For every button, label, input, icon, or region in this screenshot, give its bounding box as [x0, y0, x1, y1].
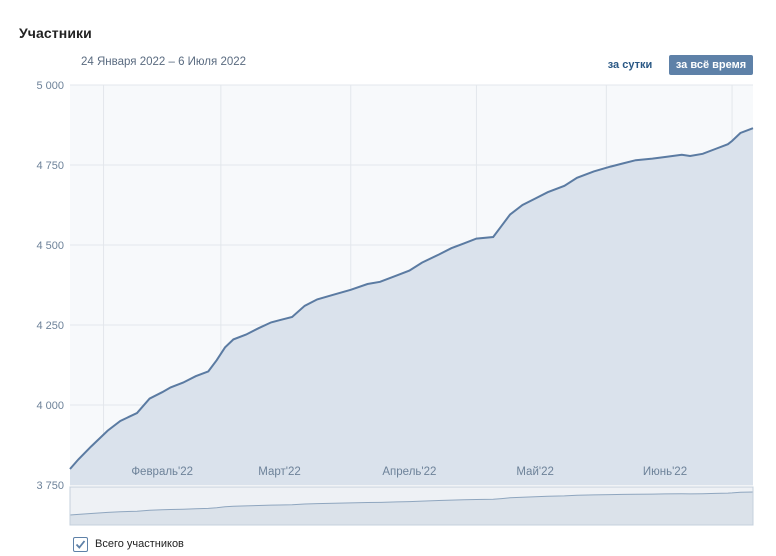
navigator-selection[interactable]	[69, 486, 754, 526]
x-tick-label: Февраль'22	[131, 466, 193, 478]
x-tick-label: Апрель'22	[382, 466, 436, 478]
legend-toggle[interactable]: Всего участников	[73, 536, 184, 552]
x-axis: Февраль'22 Март'22 Апрель'22 Май'22 Июнь'22	[131, 466, 687, 478]
per-day-button[interactable]: за сутки	[607, 59, 653, 71]
x-tick-label: Июнь'22	[643, 466, 687, 478]
navigator-line	[69, 491, 754, 516]
y-axis: 3 750 4 000 4 250 4 500 4 750 5 000	[36, 80, 64, 492]
legend-label: Всего участников	[95, 538, 184, 550]
y-tick-label: 5 000	[36, 80, 64, 92]
y-tick-label: 4 750	[36, 160, 64, 172]
y-tick-label: 4 500	[36, 240, 64, 252]
y-tick-label: 4 000	[36, 400, 64, 412]
navigator-area	[70, 492, 753, 525]
members-chart: 3 750 4 000 4 250 4 500 4 750 5 000 Февраль'2…	[36, 80, 754, 526]
checkbox-icon[interactable]	[73, 536, 88, 552]
chart-title: Участники	[19, 25, 92, 41]
all-time-button[interactable]: за всё время	[669, 55, 753, 75]
y-tick-label: 3 750	[36, 480, 64, 492]
series-line	[69, 127, 754, 470]
x-tick-label: Май'22	[516, 466, 554, 478]
series-area	[70, 128, 753, 485]
date-range: 24 Января 2022 – 6 Июля 2022	[81, 56, 247, 68]
y-tick-label: 4 250	[36, 320, 64, 332]
range-navigator[interactable]	[69, 486, 754, 526]
x-tick-label: Март'22	[258, 466, 301, 478]
